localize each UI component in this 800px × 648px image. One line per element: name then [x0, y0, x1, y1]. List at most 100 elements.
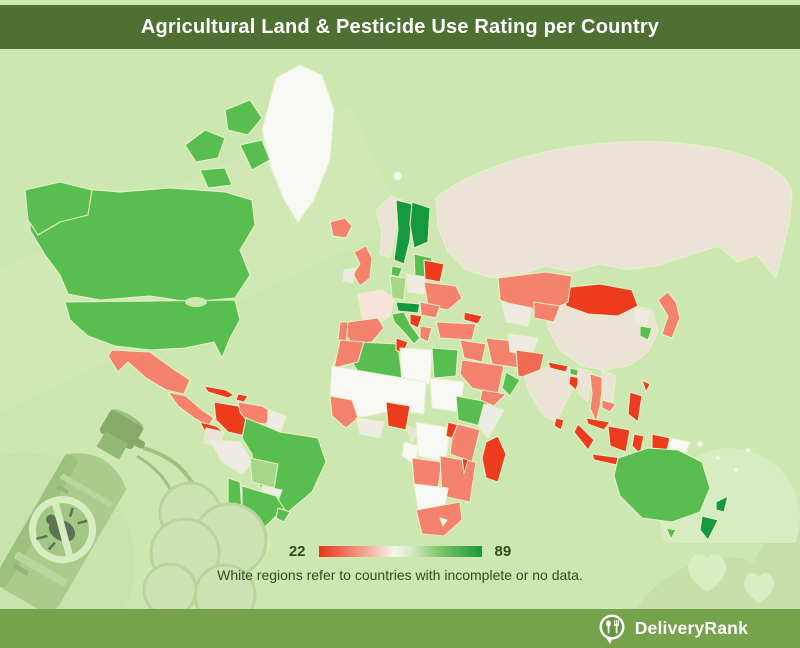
country-new-zealand-north [715, 495, 729, 513]
country-canada-arctic [199, 167, 233, 189]
country-finland [409, 201, 431, 249]
country-tasmania [665, 527, 677, 540]
country-uruguay [275, 507, 291, 523]
country-france [357, 289, 395, 327]
country-indonesia-borneo [607, 425, 631, 453]
country-turkey [435, 321, 477, 341]
country-iraq-syria [459, 339, 487, 363]
country-cuba [203, 385, 235, 399]
country-madagascar [481, 435, 507, 483]
country-canada-arctic [184, 129, 226, 163]
fork-icon [613, 620, 619, 634]
color-scale-legend: 22 89 [0, 543, 800, 560]
clover-decoration [744, 573, 774, 603]
spray-cloud [136, 446, 268, 627]
country-alaska [24, 181, 93, 236]
country-lesotho [439, 517, 448, 527]
country-senegal-guinea [329, 395, 359, 429]
country-pacific-island [715, 455, 721, 461]
country-cameroon [405, 425, 419, 443]
country-sri-lanka [553, 417, 565, 431]
country-canada [29, 187, 256, 303]
country-iceland [329, 217, 353, 239]
world-map [24, 64, 800, 543]
country-cambodia [601, 399, 617, 413]
country-sweden [393, 199, 413, 265]
country-germany [389, 275, 407, 301]
country-balkans [409, 313, 423, 329]
country-norway [375, 195, 403, 259]
country-nepal [547, 361, 569, 373]
country-philippines [627, 391, 643, 423]
country-south-korea [639, 325, 653, 341]
country-italy [391, 311, 421, 345]
country-russia [435, 141, 793, 279]
country-kyrgyzstan-tajikistan [533, 301, 561, 323]
country-mongolia [561, 283, 639, 317]
country-spain [343, 317, 385, 345]
country-japan [657, 291, 681, 339]
country-saudi-arabia [459, 359, 505, 395]
country-usa [64, 299, 241, 359]
page-title: Agricultural Land & Pesticide Use Rating… [140, 15, 660, 38]
country-myanmar [577, 367, 593, 403]
country-caucasus [463, 311, 483, 325]
country-canada-arctic [239, 139, 271, 171]
country-denmark [390, 265, 403, 278]
country-belarus [423, 259, 445, 283]
country-bhutan [569, 367, 580, 377]
spray-bottle [0, 409, 146, 612]
brand-name: DeliveryRank [634, 618, 748, 638]
country-mexico [107, 349, 191, 395]
country-oman [501, 371, 521, 397]
country-hispaniola [235, 393, 249, 403]
legend-min-value: 22 [288, 543, 306, 560]
legend-max-value: 89 [494, 543, 512, 560]
country-somalia [477, 403, 505, 439]
country-greece [419, 325, 433, 343]
spoon-icon [605, 620, 611, 627]
country-bangladesh [568, 375, 581, 391]
footer-bar: DeliveryRank [0, 609, 800, 648]
pesticide-bottle-illustration [0, 409, 268, 646]
country-ukraine [423, 281, 463, 311]
country-uk [352, 245, 373, 287]
no-bug-emblem [29, 496, 97, 564]
legend-note: White regions refer to countries with in… [217, 567, 583, 583]
country-south-africa [415, 501, 463, 537]
country-pacific-island [696, 440, 704, 448]
country-indonesia-sumatra [573, 423, 595, 451]
country-pacific-island [732, 466, 740, 474]
country-north-korea [633, 307, 651, 327]
country-poland [405, 273, 427, 295]
brand-logo: DeliveryRank [596, 612, 748, 645]
country-peru [209, 439, 253, 475]
country-greenland [261, 64, 335, 223]
country-morocco [333, 339, 365, 369]
great-lakes-cutout [185, 297, 207, 307]
country-drc [415, 421, 451, 463]
caspian-sea-cutout [485, 302, 501, 330]
country-angola [411, 457, 443, 489]
country-australia [613, 447, 711, 523]
country-austria-hungary [395, 301, 421, 314]
country-nigeria [385, 401, 411, 431]
title-banner: Agricultural Land & Pesticide Use Rating… [0, 5, 800, 49]
nozzle [129, 435, 146, 449]
country-romania [419, 301, 441, 319]
country-taiwan [641, 379, 651, 393]
country-yemen [479, 389, 507, 407]
country-ireland [342, 267, 356, 284]
country-kenya-tanzania [449, 423, 481, 463]
country-central-asia [501, 301, 533, 327]
deliveryrank-pin-icon [599, 614, 625, 644]
country-malawi [461, 457, 469, 475]
country-new-zealand-south [699, 515, 719, 541]
country-ivory-coast-ghana [355, 417, 385, 439]
country-malaysia [585, 417, 611, 431]
country-svalbard [393, 171, 403, 181]
country-egypt [431, 347, 459, 379]
legend-gradient-bar [318, 546, 482, 557]
country-pacific-island [745, 447, 751, 453]
country-central-america [167, 391, 215, 427]
